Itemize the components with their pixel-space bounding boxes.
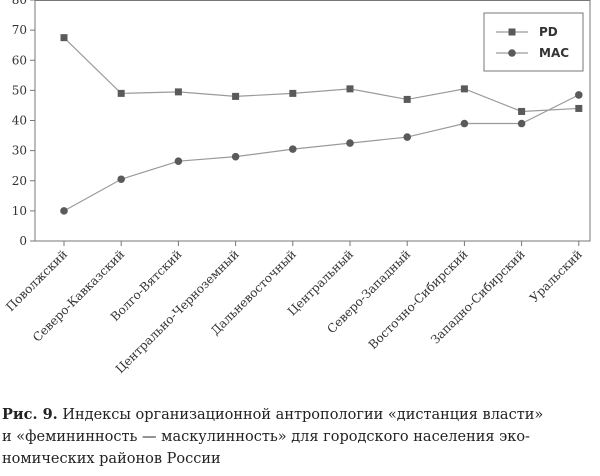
data-point-pd bbox=[117, 89, 125, 97]
data-point-pd bbox=[174, 88, 182, 96]
data-point-pd bbox=[232, 92, 240, 100]
data-point-mac bbox=[517, 119, 526, 128]
y-tick-label: 10 bbox=[12, 204, 27, 218]
data-point-pd bbox=[346, 85, 354, 93]
data-point-pd bbox=[403, 95, 411, 103]
caption-line-3: номических районов России bbox=[2, 451, 221, 467]
y-tick-label: 60 bbox=[12, 53, 27, 67]
y-tick-label: 0 bbox=[19, 234, 27, 248]
data-point-mac bbox=[403, 133, 412, 141]
legend-marker-mac bbox=[508, 49, 516, 57]
data-point-mac bbox=[346, 139, 354, 147]
data-point-pd bbox=[575, 104, 583, 112]
y-tick-label: 40 bbox=[12, 114, 27, 128]
caption-label: Рис. 9. bbox=[2, 406, 58, 423]
caption-line-2: и «фемининность — маскулинность» для гор… bbox=[2, 429, 530, 445]
y-tick-label: 80 bbox=[12, 0, 27, 7]
data-point-mac bbox=[231, 152, 240, 161]
legend: PD MAC bbox=[483, 12, 584, 72]
x-tick-label: Восточно-Сибирский bbox=[366, 247, 471, 352]
caption-line-1: Индексы организационной антропологии «ди… bbox=[62, 407, 544, 423]
x-tick-label: Западно-Сибирский bbox=[428, 247, 528, 347]
data-point-pd bbox=[518, 107, 526, 115]
data-point-pd bbox=[460, 85, 468, 93]
line-chart: 01020304050607080ПоволжскийСеверо-Кавказ… bbox=[3, 0, 591, 376]
series-layer bbox=[60, 34, 583, 215]
data-point-mac bbox=[117, 175, 125, 184]
legend-label-pd: PD bbox=[539, 25, 558, 39]
legend-marker-pd bbox=[508, 28, 516, 36]
data-point-mac bbox=[60, 207, 68, 215]
data-point-mac bbox=[174, 157, 183, 165]
series-line-pd bbox=[63, 37, 579, 113]
y-tick-label: 50 bbox=[12, 83, 27, 97]
legend-label-mac: MAC bbox=[539, 46, 569, 60]
y-tick-label: 20 bbox=[12, 174, 27, 188]
series-line-mac bbox=[63, 94, 580, 212]
x-tick-label: Уральский bbox=[527, 247, 585, 305]
data-point-mac bbox=[460, 119, 469, 128]
data-point-mac bbox=[575, 91, 583, 99]
data-point-pd bbox=[289, 89, 297, 97]
y-tick-label: 70 bbox=[12, 23, 27, 37]
legend-box bbox=[483, 12, 584, 72]
x-tick-label: Центрально-Черноземный bbox=[113, 247, 242, 376]
data-point-mac bbox=[289, 145, 297, 153]
y-tick-label: 30 bbox=[12, 144, 27, 158]
figure-caption: Рис. 9. Индексы организационной антропол… bbox=[2, 404, 598, 470]
data-point-pd bbox=[60, 34, 68, 42]
